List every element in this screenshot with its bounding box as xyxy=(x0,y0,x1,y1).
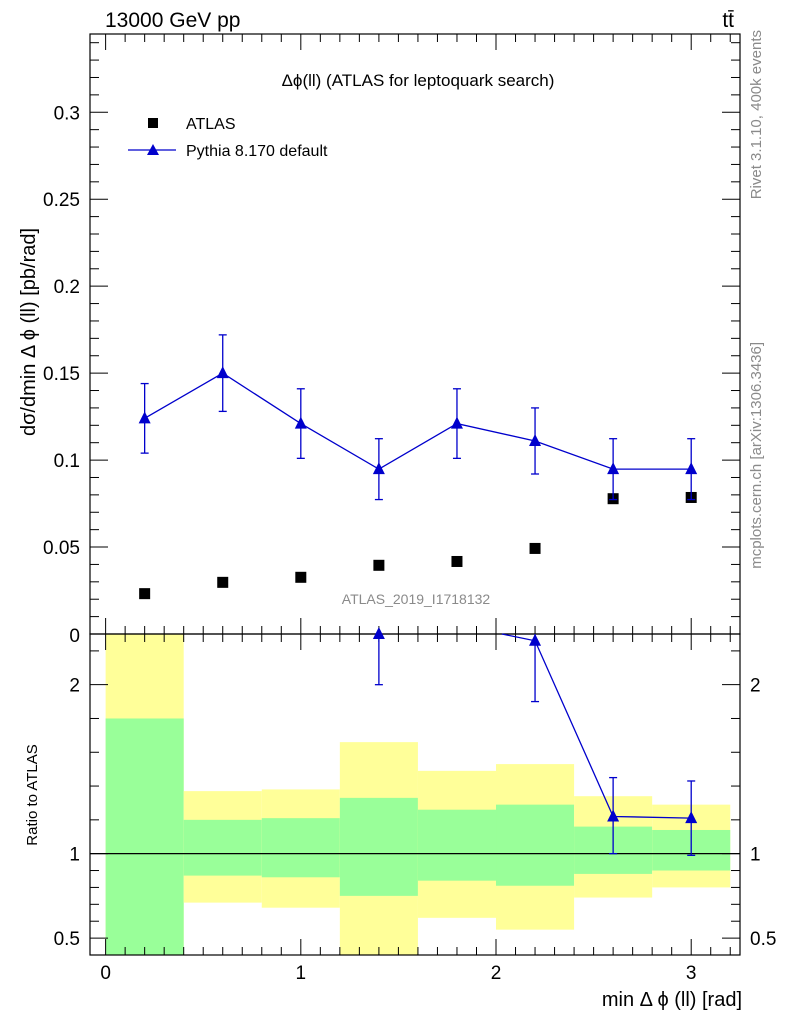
header-process-label: tt̄ xyxy=(722,9,734,32)
legend-atlas-label: ATLAS xyxy=(186,116,236,133)
pythia-data-point xyxy=(216,366,229,379)
axis-tick-labels: 0 1 2 3 0.05 0.1 0.15 0.2 0.25 0.3 0 0.5 0.5 1 1 2 2 xyxy=(43,103,776,984)
y-tick-label: 0.1 xyxy=(54,451,80,472)
atlas-data-point xyxy=(373,559,385,571)
pythia-data-point xyxy=(294,416,307,429)
ratio-y-tick-label-right: 2 xyxy=(750,676,761,697)
atlas-data-point xyxy=(529,542,541,554)
ratio-band-inner xyxy=(339,797,418,896)
ratio-y-axis-label: Ratio to ATLAS xyxy=(24,744,41,845)
atlas-data-point xyxy=(139,588,151,600)
ratio-band-inner xyxy=(183,819,262,876)
pythia-data-point xyxy=(607,462,620,475)
rivet-version-text: Rivet 3.1.10, 400k events xyxy=(748,30,765,199)
pythia-data-point xyxy=(372,462,385,475)
mcplots-reference-text: mcplots.cern.ch [arXiv:1306.3436] xyxy=(748,342,765,569)
pythia-data-point xyxy=(138,411,151,424)
axis-ticks xyxy=(90,34,740,955)
ratio-band-inner xyxy=(261,818,340,878)
ratio-y-tick-label-left: 0.5 xyxy=(54,929,80,950)
ratio-plot-frame xyxy=(89,633,741,956)
ratio-band-inner xyxy=(496,804,575,886)
ratio-bands xyxy=(105,634,731,955)
x-tick-label: 3 xyxy=(686,963,697,984)
x-tick-label: 0 xyxy=(100,963,111,984)
header-energy-label: 13000 GeV pp xyxy=(105,9,240,32)
pythia-series-line xyxy=(144,372,692,470)
pythia-data-point xyxy=(450,416,463,429)
ratio-y-tick-label-right: 0.5 xyxy=(750,929,776,950)
ratio-band-inner xyxy=(105,718,184,955)
ratio-band-inner xyxy=(417,809,497,881)
main-plot-marks xyxy=(138,334,698,600)
ratio-pythia-point xyxy=(607,809,620,822)
legend-pythia-marker xyxy=(147,144,159,155)
pythia-data-point xyxy=(685,462,698,475)
atlas-data-point xyxy=(217,576,229,588)
x-tick-label: 2 xyxy=(491,963,502,984)
y-tick-label: 0.15 xyxy=(43,364,80,385)
y-tick-label: 0.25 xyxy=(43,190,80,211)
y-tick-label: 0.3 xyxy=(54,103,80,124)
ratio-y-tick-label-left: 1 xyxy=(69,845,80,866)
y-tick-label: 0.2 xyxy=(54,277,80,298)
ratio-y-tick-label-left: 2 xyxy=(69,676,80,697)
atlas-data-point xyxy=(295,571,307,583)
x-axis-label: min Δ ϕ (ll) [rad] xyxy=(602,989,742,1011)
y-axis-label: dσ/dmin Δ ϕ (ll) [pb/rad] xyxy=(18,228,40,436)
y-tick-label: 0.05 xyxy=(43,538,80,559)
atlas-data-point xyxy=(451,555,463,567)
ratio-pythia-line xyxy=(501,633,692,819)
legend-atlas-marker xyxy=(148,118,158,128)
ratio-pythia-point xyxy=(529,633,542,646)
ratio-pythia-point xyxy=(372,627,385,639)
x-tick-label: 1 xyxy=(296,963,307,984)
ratio-plot-marks xyxy=(372,627,698,856)
analysis-watermark: ATLAS_2019_I1718132 xyxy=(342,591,491,607)
pythia-data-point xyxy=(529,433,542,446)
ratio-pythia-point xyxy=(685,811,698,824)
y-zero-tick-label: 0 xyxy=(69,626,80,647)
ratio-y-tick-label-right: 1 xyxy=(750,845,761,866)
plot-title: Δϕ(ll) (ATLAS for leptoquark search) xyxy=(282,71,555,90)
legend-pythia-label: Pythia 8.170 default xyxy=(186,143,328,160)
